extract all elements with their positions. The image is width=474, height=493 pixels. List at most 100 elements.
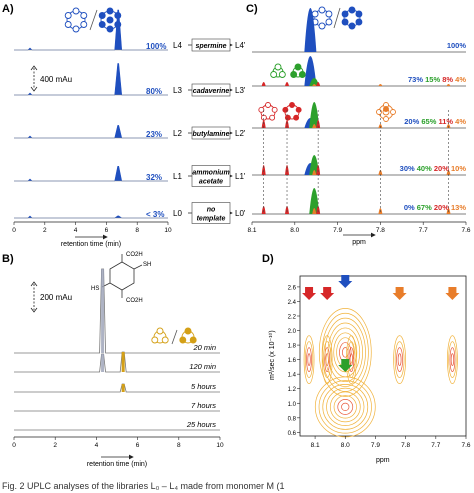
red-arrow-icon-2 <box>320 287 335 300</box>
percent-c-0-part-0: 100% <box>447 41 467 50</box>
d-y-tick-label-5: 1.6 <box>288 358 297 364</box>
hollow-pentamer-red-icon-bead <box>265 102 271 108</box>
panel-c: C) 100%73% 15% 8% 4%20% 65% 11% 4%30% 40… <box>246 3 471 246</box>
filled-cage-icon-bead <box>106 25 114 33</box>
chem-label-1: CO2H <box>126 252 143 258</box>
red-left-contour-2 <box>306 347 312 372</box>
percent-c-4: 0% 67% 20% 13% <box>404 203 466 212</box>
panel-d: D) 8.1 8.0 7.9 7.8 7.7 7.6 2.6 2.4 2.2 2.0 1.8 1.6 1… <box>262 253 471 464</box>
tick-label-4: 8 <box>135 227 139 234</box>
orange-arrow-icon-2 <box>445 287 460 300</box>
orange-right-contour-1 <box>448 341 457 378</box>
percent-c-2-part-1: 65% <box>421 117 438 126</box>
green-main-contour-1 <box>318 380 372 434</box>
ligand-prime-a-1: L3' <box>235 86 246 95</box>
tick-label-3: 6 <box>136 442 140 449</box>
hollow-hexamer-icon-bead <box>318 22 326 30</box>
percent-c-2: 20% 65% 11% 4% <box>404 117 466 126</box>
hollow-trimer-green-icon-bead <box>270 71 278 78</box>
d-y-tick-label-9: 0.8 <box>288 416 297 422</box>
filled-trimer-icon-bead <box>184 327 192 335</box>
percent-a-0: 100% <box>146 42 166 51</box>
blue-main-contour-2 <box>324 317 366 387</box>
peak-c-orange-3-0 <box>312 170 317 175</box>
monomer-structure: CO2H SH HS CO2H <box>91 252 151 304</box>
tick-label-4: 8 <box>177 442 181 449</box>
panel-b-traces: 20 min 120 min 5 hours 7 hours 25 hours <box>14 268 220 431</box>
tick-label-1: 2 <box>53 442 57 449</box>
chem-label-2: SH <box>143 262 151 268</box>
percent-c-3-part-3: 10% <box>451 164 466 173</box>
filled-trimer-green-icon <box>290 63 306 78</box>
ligand-prime-a-0: L4' <box>235 41 246 50</box>
percent-c-4-part-1: 67% <box>417 203 434 212</box>
peak-c-orange-2-0 <box>312 124 317 128</box>
hollow-hexamer-icon-bead <box>325 10 333 18</box>
filled-cage-icon-bead <box>106 7 114 15</box>
filled-hexamer-icon-bead <box>355 18 363 26</box>
ligand-prime-a-4: L0' <box>235 209 246 218</box>
panel-d-y-label: m²/sec (x 10⁻¹⁰) <box>268 330 276 380</box>
green-main-contour-4 <box>329 391 361 423</box>
filled-trimer-icon <box>179 327 197 344</box>
hollow-trimer-icon-bead <box>161 336 169 344</box>
tick-label-1: 8.0 <box>290 227 299 234</box>
filled-pentamer-red-icon-bead <box>289 102 295 108</box>
d-y-tick-label-1: 2.4 <box>288 300 297 306</box>
hollow-trimer-green-icon <box>270 63 286 78</box>
axis-title: retention time (min) <box>87 461 147 468</box>
panel-c-spectra: 100%73% 15% 8% 4%20% 65% 11% 4%30% 40% 2… <box>252 8 467 215</box>
hollow-trimer-green-icon-bead <box>274 63 282 71</box>
chem-label-3: HS <box>91 286 99 292</box>
hollow-tetramer-orange-icon-bead <box>390 109 396 115</box>
percent-c-3-part-0: 30% <box>400 164 417 173</box>
hollow-tetramer-orange-icon-bead <box>383 116 389 122</box>
red-left-contour-3 <box>307 353 311 366</box>
template-label-a-2-0: butylamine <box>193 131 230 138</box>
percent-c-1: 73% 15% 8% 4% <box>408 75 466 84</box>
d-x-tick-label-2: 7.9 <box>371 442 380 449</box>
tick-label-4: 7.7 <box>419 227 428 234</box>
slash-icon <box>89 9 98 31</box>
hollow-hexamer-icon-bead <box>318 6 326 14</box>
tick-label-3: 6 <box>105 227 109 234</box>
panel-a-label: A) <box>2 3 14 15</box>
template-box-a-3 <box>191 165 231 187</box>
tick-label-5: 7.6 <box>461 227 470 234</box>
filled-pentamer-red-icon-bead <box>282 106 289 113</box>
percent-c-3-part-1: 40% <box>417 164 434 173</box>
d-y-tick-label-0: 2.6 <box>288 285 297 291</box>
template-label-a-4-1: template <box>197 216 226 223</box>
panel-c-icons <box>258 6 396 122</box>
filled-hexamer-icon <box>341 6 363 30</box>
panel-b-scale-bar: 200 mAu <box>30 281 72 313</box>
ligand-a-3: L1 <box>173 172 182 181</box>
percent-c-0: 100% <box>447 41 467 50</box>
trace-a-3 <box>14 166 168 182</box>
green-main-contour-6 <box>337 399 354 415</box>
peak-c-red-1-1 <box>285 82 290 86</box>
filled-cage-icon-bead <box>98 12 106 19</box>
hollow-hexamer-icon <box>311 6 333 30</box>
peak-c-orange-3-2 <box>446 170 451 175</box>
red-mid-contour-2 <box>324 347 331 372</box>
filled-hexamer-icon-bead <box>348 6 356 14</box>
hollow-hexamer-icon-bead <box>311 10 319 18</box>
tick-label-1: 2 <box>43 227 47 234</box>
cage-icon-pair <box>64 7 122 33</box>
filled-pentamer-red-icon-bead <box>293 114 300 121</box>
trimer-icon-pair <box>151 327 197 345</box>
filled-trimer-icon-bead <box>179 336 187 344</box>
filled-hexamer-icon-bead <box>348 22 356 30</box>
d-x-tick-label-4: 7.7 <box>431 442 440 449</box>
filled-trimer-green-icon-bead <box>298 71 306 78</box>
d-y-tick-label-3: 2.0 <box>288 329 297 335</box>
hollow-trimer-icon <box>151 327 169 344</box>
peak-c-green-2 <box>309 102 320 128</box>
panel-b-scale-text: 200 mAu <box>40 293 72 302</box>
percent-c-4-part-3: 13% <box>451 203 466 212</box>
ligand-a-4: L0 <box>173 209 182 218</box>
orange-mid-contour-0 <box>393 335 406 384</box>
